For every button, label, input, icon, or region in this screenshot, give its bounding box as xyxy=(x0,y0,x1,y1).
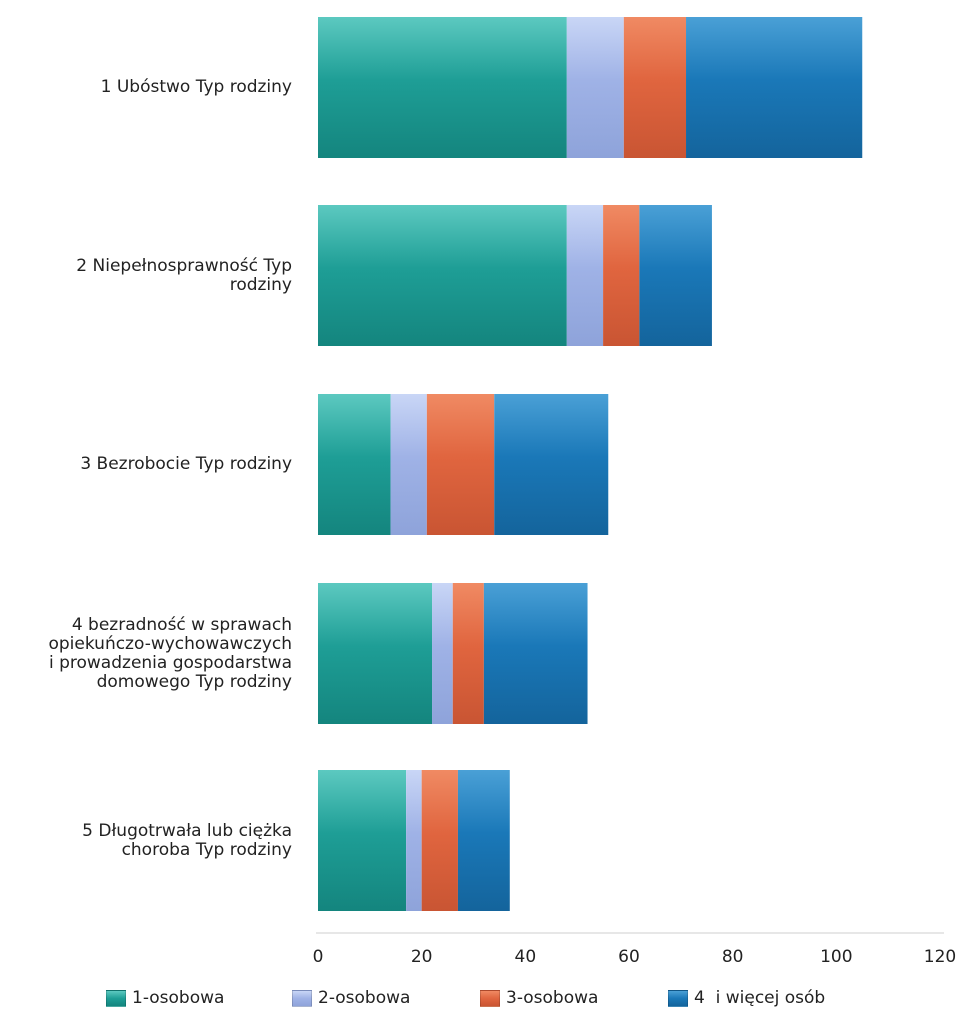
legend-label: 1-osobowa xyxy=(132,988,225,1008)
bar-segment-cat5-3-osobowa xyxy=(421,770,458,911)
bar-segment-cat4-3-osobowa xyxy=(452,583,484,724)
legend-label: 4 i więcej osób xyxy=(694,988,826,1008)
category-label: 1 Ubóstwo Typ rodziny xyxy=(100,77,292,97)
legend-swatch-3-osobowa xyxy=(480,989,500,1007)
x-tick-label: 20 xyxy=(411,947,433,967)
bar-segment-cat2-2-osobowa xyxy=(566,205,604,346)
legend: 1-osobowa 2-osobowa 3-osobowa 4 i więcej… xyxy=(0,985,964,1011)
legend-swatch-4-i-wiecej xyxy=(668,989,688,1007)
category-label: 4 bezradność w sprawach opiekuńczo-wycho… xyxy=(48,614,292,692)
x-tick-label: 0 xyxy=(313,947,324,967)
bar-segment-cat1-1-osobowa xyxy=(318,17,567,158)
bar-segment-cat3-2-osobowa xyxy=(390,394,427,535)
category-label: 5 Długotrwała lub ciężka choroba Typ rod… xyxy=(82,820,292,860)
bar-segment-cat4-2-osobowa xyxy=(432,583,453,724)
bar-segment-cat3-1-osobowa xyxy=(318,394,391,535)
bar-segment-cat4-4-i-wi-cej-os-b xyxy=(483,583,588,724)
bar-segment-cat2-4-i-wi-cej-os-b xyxy=(639,205,712,346)
bars-group xyxy=(318,17,863,911)
legend-swatch-1-osobowa xyxy=(106,989,126,1007)
bar-segment-cat1-4-i-wi-cej-os-b xyxy=(686,17,863,158)
bar-segment-cat3-3-osobowa xyxy=(426,394,495,535)
bar-segment-cat5-2-osobowa xyxy=(406,770,422,911)
bar-segment-cat2-3-osobowa xyxy=(603,205,640,346)
category-label: 3 Bezrobocie Typ rodziny xyxy=(80,454,292,474)
category-label: 2 Niepełnosprawność Typ rodziny xyxy=(76,255,292,295)
bar-segment-cat5-4-i-wi-cej-os-b xyxy=(457,770,510,911)
x-tick-label: 120 xyxy=(924,947,956,967)
bar-segment-cat5-1-osobowa xyxy=(318,770,407,911)
legend-item-3-osobowa: 3-osobowa xyxy=(480,985,598,1011)
legend-item-4-i-wiecej: 4 i więcej osób xyxy=(668,985,825,1011)
legend-swatch-2-osobowa xyxy=(292,989,312,1007)
x-tick-label: 60 xyxy=(618,947,640,967)
legend-label: 3-osobowa xyxy=(506,988,599,1008)
bar-segment-cat3-4-i-wi-cej-os-b xyxy=(494,394,609,535)
legend-item-2-osobowa: 2-osobowa xyxy=(292,985,410,1011)
legend-item-1-osobowa: 1-osobowa xyxy=(106,985,224,1011)
x-axis-ticks: 0 20 40 60 80 100 120 xyxy=(313,947,957,967)
bar-segment-cat1-3-osobowa xyxy=(623,17,687,158)
bar-segment-cat4-1-osobowa xyxy=(318,583,433,724)
x-tick-label: 80 xyxy=(722,947,744,967)
legend-label: 2-osobowa xyxy=(318,988,411,1008)
bar-segment-cat1-2-osobowa xyxy=(566,17,624,158)
x-tick-label: 40 xyxy=(515,947,537,967)
bar-segment-cat2-1-osobowa xyxy=(318,205,567,346)
x-tick-label: 100 xyxy=(820,947,852,967)
